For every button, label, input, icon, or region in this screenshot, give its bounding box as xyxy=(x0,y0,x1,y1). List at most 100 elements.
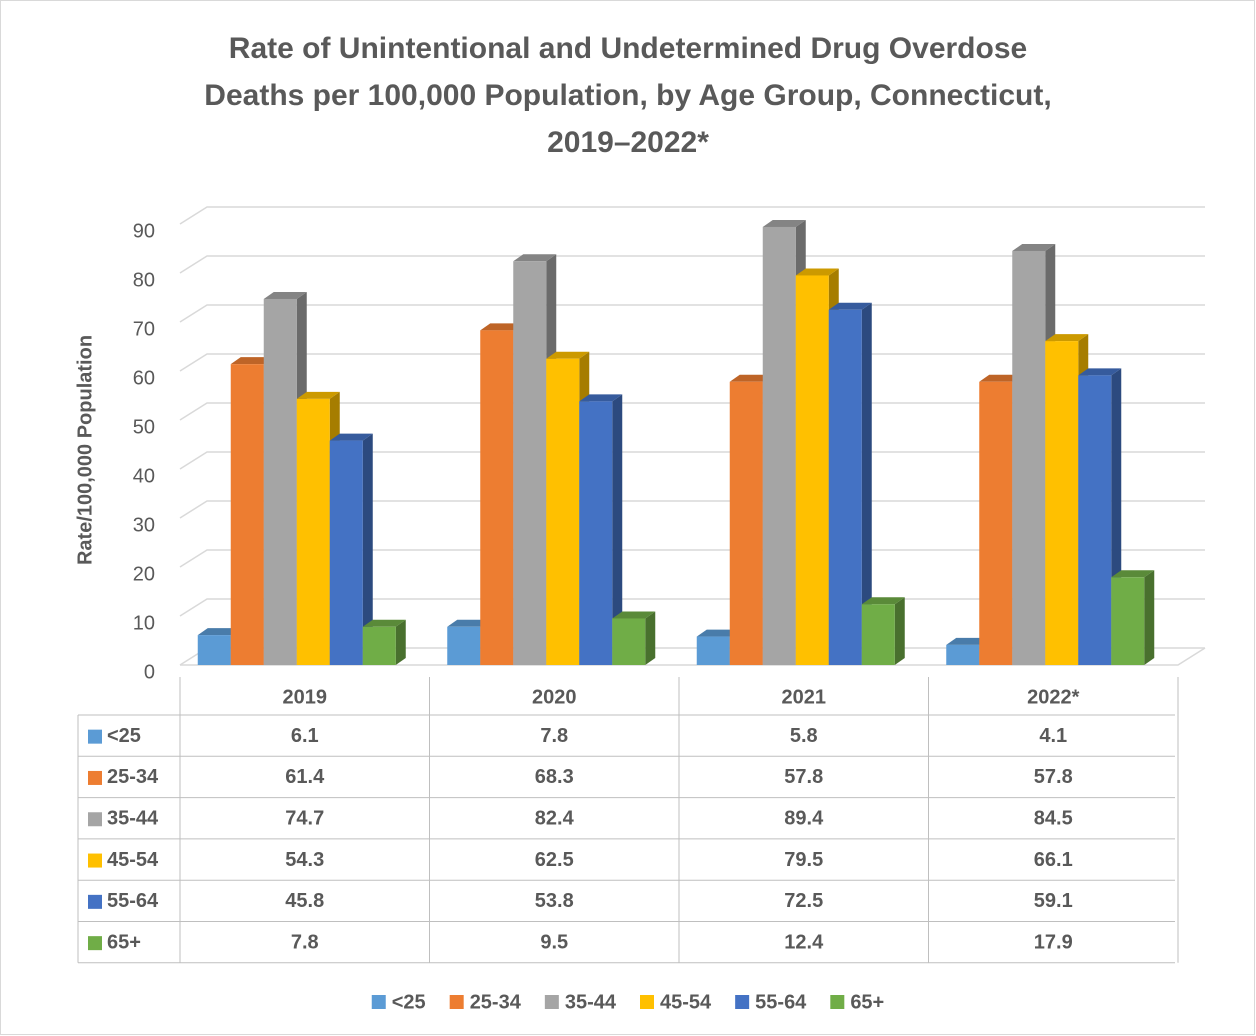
table-row-label: 25-34 xyxy=(107,766,159,788)
bar-front xyxy=(579,401,613,665)
table-cell: 57.8 xyxy=(784,766,823,788)
legend-key xyxy=(544,995,559,1009)
table-cell: 7.8 xyxy=(540,725,568,747)
legend-label: <25 xyxy=(392,991,426,1013)
bar-top xyxy=(480,323,524,331)
grid-line xyxy=(179,206,1205,225)
bar-side xyxy=(362,433,373,665)
grid-line xyxy=(179,255,1205,274)
table-cell: 68.3 xyxy=(535,766,574,788)
bar-top xyxy=(612,611,656,619)
bar-front xyxy=(612,618,646,665)
bar-top xyxy=(230,357,274,365)
table-cell: 84.5 xyxy=(1034,808,1073,830)
chart-title: Rate of Unintentional and Undetermined D… xyxy=(229,32,1027,65)
table-cell: 9.5 xyxy=(540,931,568,953)
table-row-label: <25 xyxy=(107,725,141,747)
bar-side xyxy=(861,302,872,665)
chart-title: Deaths per 100,000 Population, by Age Gr… xyxy=(204,79,1051,112)
bar-side xyxy=(894,597,905,665)
table-row-label: 55-64 xyxy=(107,890,159,912)
table-cell: 61.4 xyxy=(285,766,325,788)
bar-top xyxy=(1012,243,1056,251)
grid-line xyxy=(179,304,1205,323)
table-cell: 7.8 xyxy=(291,931,319,953)
y-axis-label: Rate/100,000 Population xyxy=(74,335,96,565)
bar-front xyxy=(1045,341,1079,665)
table-header: 2021 xyxy=(782,686,827,708)
grid-line xyxy=(179,451,1205,470)
table-legend-key xyxy=(88,894,102,909)
bar-top xyxy=(362,619,406,627)
table-cell: 45.8 xyxy=(285,890,324,912)
bar-front xyxy=(762,226,796,665)
table-cell: 12.4 xyxy=(784,931,824,953)
bar-front xyxy=(546,358,580,665)
bar-front xyxy=(795,275,829,665)
y-tick-label: 30 xyxy=(133,514,155,536)
table-header: 2022* xyxy=(1027,686,1079,708)
bar-top xyxy=(946,637,990,645)
y-tick-label: 80 xyxy=(133,269,155,291)
bar-front xyxy=(296,398,330,665)
bar-top xyxy=(579,394,623,402)
y-tick-label: 10 xyxy=(133,612,155,634)
bar xyxy=(612,611,656,665)
bar-top xyxy=(197,628,241,636)
y-tick-label: 0 xyxy=(144,661,155,683)
table-cell: 54.3 xyxy=(285,849,324,871)
table-legend-key xyxy=(88,853,102,868)
legend-label: 35-44 xyxy=(565,991,617,1013)
legend-label: 45-54 xyxy=(660,991,712,1013)
bar-front xyxy=(828,309,862,665)
table-cell: 59.1 xyxy=(1034,890,1073,912)
bar-front xyxy=(1111,577,1145,665)
table-cell: 62.5 xyxy=(535,849,574,871)
bar-side xyxy=(645,611,656,665)
bar-front xyxy=(696,636,730,665)
bar-front xyxy=(230,364,264,665)
table-header: 2019 xyxy=(283,686,328,708)
table-header: 2020 xyxy=(532,686,577,708)
bar-front xyxy=(946,644,980,665)
table-cell: 72.5 xyxy=(784,890,823,912)
legend-key xyxy=(371,995,386,1009)
bar xyxy=(828,302,872,665)
table-legend-key xyxy=(88,936,102,951)
bar-top xyxy=(329,433,373,441)
y-tick-label: 20 xyxy=(133,563,155,585)
bar-front xyxy=(1078,375,1112,665)
table-legend-key xyxy=(88,812,102,827)
bar-top xyxy=(513,254,557,262)
bar-front xyxy=(263,298,297,665)
y-tick-label: 90 xyxy=(133,220,155,242)
legend-key xyxy=(449,995,464,1009)
grid-line xyxy=(179,500,1205,519)
bar-top xyxy=(1045,334,1089,342)
y-tick-label: 50 xyxy=(133,416,155,438)
y-tick-label: 40 xyxy=(133,465,155,487)
bar xyxy=(1111,570,1155,665)
table-cell: 66.1 xyxy=(1034,849,1073,871)
bar-front xyxy=(979,381,1013,665)
chart-title: 2019–2022* xyxy=(547,126,709,159)
table-cell: 6.1 xyxy=(291,725,319,747)
legend-label: 55-64 xyxy=(755,991,807,1013)
bar-front xyxy=(1012,250,1046,665)
bar xyxy=(579,394,623,665)
table-row-label: 45-54 xyxy=(107,849,159,871)
bar-top xyxy=(729,374,773,382)
bar xyxy=(329,433,373,665)
grid-line xyxy=(179,402,1205,421)
table-cell: 79.5 xyxy=(784,849,823,871)
bar-top xyxy=(696,629,740,637)
table-row-label: 65+ xyxy=(107,931,141,953)
table-cell: 57.8 xyxy=(1034,766,1073,788)
bar-top xyxy=(1111,570,1155,578)
table-row-label: 35-44 xyxy=(107,808,159,830)
table-legend-key xyxy=(88,729,102,744)
bar-front xyxy=(197,635,231,665)
table-cell: 17.9 xyxy=(1034,931,1073,953)
legend-key xyxy=(830,995,845,1009)
